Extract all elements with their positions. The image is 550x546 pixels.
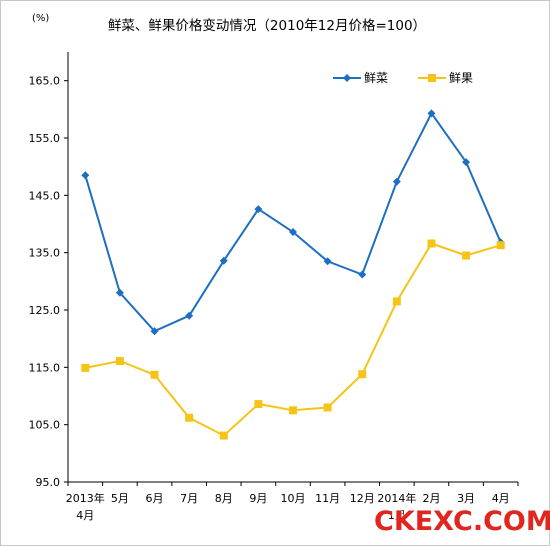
x-tick-label: 9月: [249, 492, 267, 505]
y-tick-label: 145.0: [29, 189, 61, 202]
x-tick-label: 4月: [492, 492, 510, 505]
y-tick-label: 155.0: [29, 132, 61, 145]
x-tick-label: 4月: [76, 509, 94, 522]
x-tick-label: 12月: [350, 492, 375, 505]
watermark: CKEXC.COM: [374, 506, 550, 537]
x-tick-label: 7月: [180, 492, 198, 505]
y-axis-ticks: 95.0 105.0 115.0 125.0 135.0 145.0 155.0 165.0: [29, 75, 68, 489]
y-tick-label: 135.0: [29, 247, 61, 260]
legend-label: 鲜菜: [364, 71, 388, 85]
data-point: [462, 158, 471, 167]
x-tick-label: 8月: [215, 492, 233, 505]
data-point: [323, 257, 332, 266]
x-tick-label: 3月: [457, 492, 475, 505]
x-tick-label: 2013年: [66, 491, 105, 505]
x-tick-label: 11月: [315, 492, 340, 505]
x-tick-label: 10月: [281, 492, 306, 505]
legend-marker: [343, 74, 351, 82]
data-point: [392, 297, 401, 306]
data-point: [115, 357, 124, 366]
data-point: [219, 256, 228, 265]
data-point: [254, 205, 263, 214]
data-point: [427, 239, 436, 248]
data-point: [289, 406, 297, 415]
chart-title: 鲜菜、鲜果价格变动情况（2010年12月价格=100）: [108, 18, 426, 34]
data-point: [323, 403, 332, 412]
data-point: [219, 431, 228, 440]
data-point: [289, 228, 297, 237]
data-point: [254, 400, 263, 409]
y-tick-label: 125.0: [29, 304, 61, 317]
data-point: [427, 109, 436, 118]
data-point: [462, 251, 471, 260]
data-point: [150, 327, 159, 336]
y-tick-label: 105.0: [29, 419, 61, 432]
x-tick-label: 2月: [422, 492, 440, 505]
series-line-1: [84, 111, 502, 333]
data-point: [185, 311, 194, 320]
y-tick-label: 165.0: [29, 75, 61, 88]
data-point: [358, 370, 367, 379]
series-group: [81, 109, 505, 440]
y-tick-label: 115.0: [29, 361, 61, 374]
legend-label: 鲜果: [449, 71, 473, 85]
y-unit-label: (%): [32, 13, 49, 24]
x-tick-label: 6月: [146, 492, 164, 505]
data-point: [496, 241, 505, 250]
legend-marker: [428, 74, 436, 82]
x-axis-ticks: 2013年 4月 5月 6月 7月 8月 9月 10月 11月 12月 2014年 1月 2月 3月 4月: [66, 482, 519, 522]
data-point: [81, 171, 90, 180]
data-point: [358, 270, 367, 279]
data-point: [185, 413, 194, 422]
data-point: [115, 288, 124, 297]
data-point: [150, 370, 159, 379]
data-point: [81, 363, 90, 372]
x-tick-label: 5月: [111, 492, 129, 505]
x-tick-label: 1月: [388, 509, 406, 522]
legend: 鲜菜 鲜果: [333, 71, 473, 85]
x-tick-label: 2014年: [377, 491, 416, 505]
y-tick-label: 95.0: [36, 476, 61, 489]
data-point: [392, 177, 401, 186]
